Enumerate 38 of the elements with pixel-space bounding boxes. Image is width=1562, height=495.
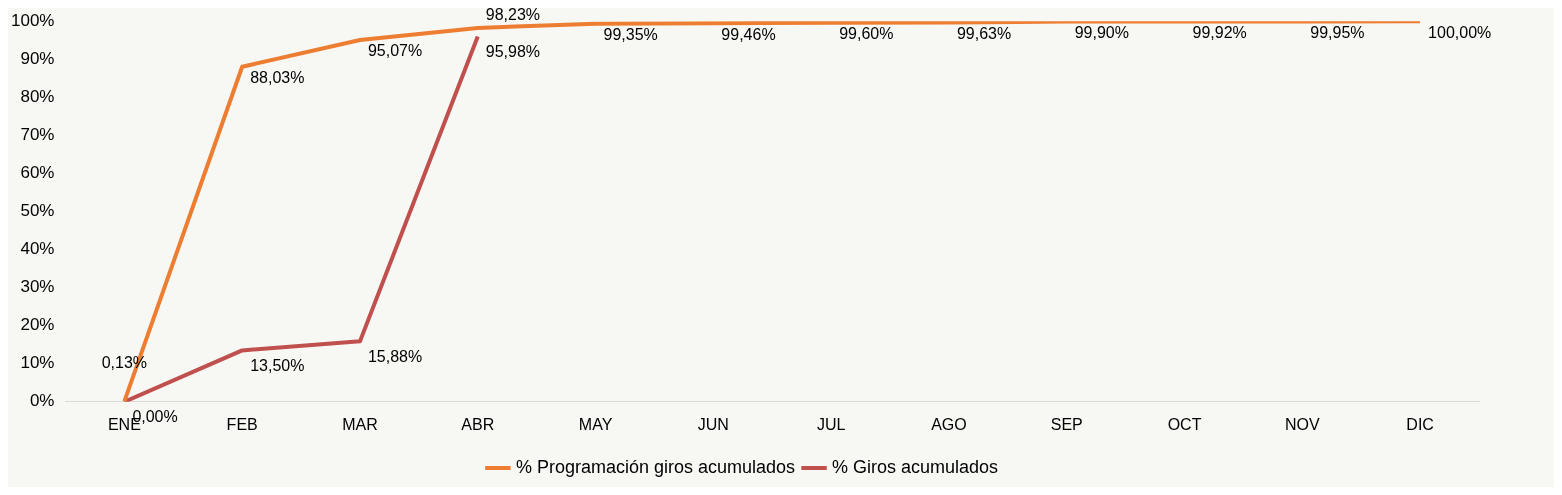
x-tick-label: SEP — [1050, 415, 1083, 433]
x-tick-label: OCT — [1167, 415, 1202, 433]
data-label: 98,23% — [485, 6, 541, 24]
data-label: 100,00% — [1428, 23, 1492, 41]
x-tick-label: NOV — [1284, 415, 1320, 433]
data-label: 88,03% — [250, 69, 305, 87]
data-label: 99,90% — [1074, 23, 1129, 41]
y-tick-label: 70% — [20, 125, 55, 145]
legend-label: % Programación giros acumulados — [515, 456, 796, 477]
data-label: 99,63% — [956, 25, 1012, 43]
data-label: 15,88% — [367, 347, 423, 365]
x-tick-label: JUL — [816, 415, 846, 433]
x-tick-label: FEB — [226, 415, 258, 433]
x-tick-label: ABR — [461, 415, 495, 433]
data-label: 13,50% — [250, 356, 305, 374]
x-tick-label: AGO — [931, 415, 967, 433]
y-tick-label: 10% — [20, 353, 55, 373]
y-tick-label: 20% — [20, 315, 55, 335]
y-tick-label: 0% — [29, 391, 55, 411]
x-tick-label: DIC — [1406, 415, 1434, 433]
data-label: 99,46% — [721, 25, 776, 43]
y-tick-label: 60% — [20, 163, 55, 183]
x-tick-label: MAY — [578, 415, 613, 433]
x-tick-label: JUN — [697, 415, 729, 433]
data-label: 95,98% — [485, 42, 541, 60]
y-tick-label: 40% — [20, 239, 55, 259]
data-label: 95,07% — [367, 42, 423, 60]
data-label: 99,92% — [1192, 23, 1247, 41]
data-label: 99,35% — [603, 26, 658, 44]
data-label: 99,95% — [1310, 23, 1365, 41]
data-label: 99,60% — [839, 25, 894, 43]
y-tick-label: 30% — [20, 277, 55, 297]
legend-label: % Giros acumulados — [832, 456, 999, 477]
y-tick-label: 80% — [20, 87, 55, 107]
y-tick-label: 50% — [20, 201, 55, 221]
y-tick-label: 100% — [11, 10, 55, 30]
y-tick-label: 90% — [20, 48, 55, 68]
x-tick-label: MAR — [342, 415, 378, 433]
